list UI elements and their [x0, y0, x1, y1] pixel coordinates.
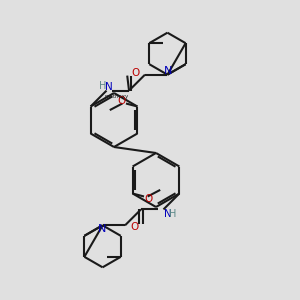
Text: O: O: [144, 194, 153, 204]
Text: N: N: [164, 66, 172, 76]
Text: O: O: [117, 96, 126, 106]
Text: N: N: [164, 209, 172, 219]
Text: H: H: [169, 209, 176, 219]
Text: methoxy: methoxy: [105, 94, 129, 99]
Text: H: H: [99, 81, 106, 91]
Text: N: N: [98, 224, 106, 234]
Text: O: O: [130, 222, 139, 233]
Text: O: O: [131, 68, 139, 78]
Text: N: N: [105, 82, 113, 92]
